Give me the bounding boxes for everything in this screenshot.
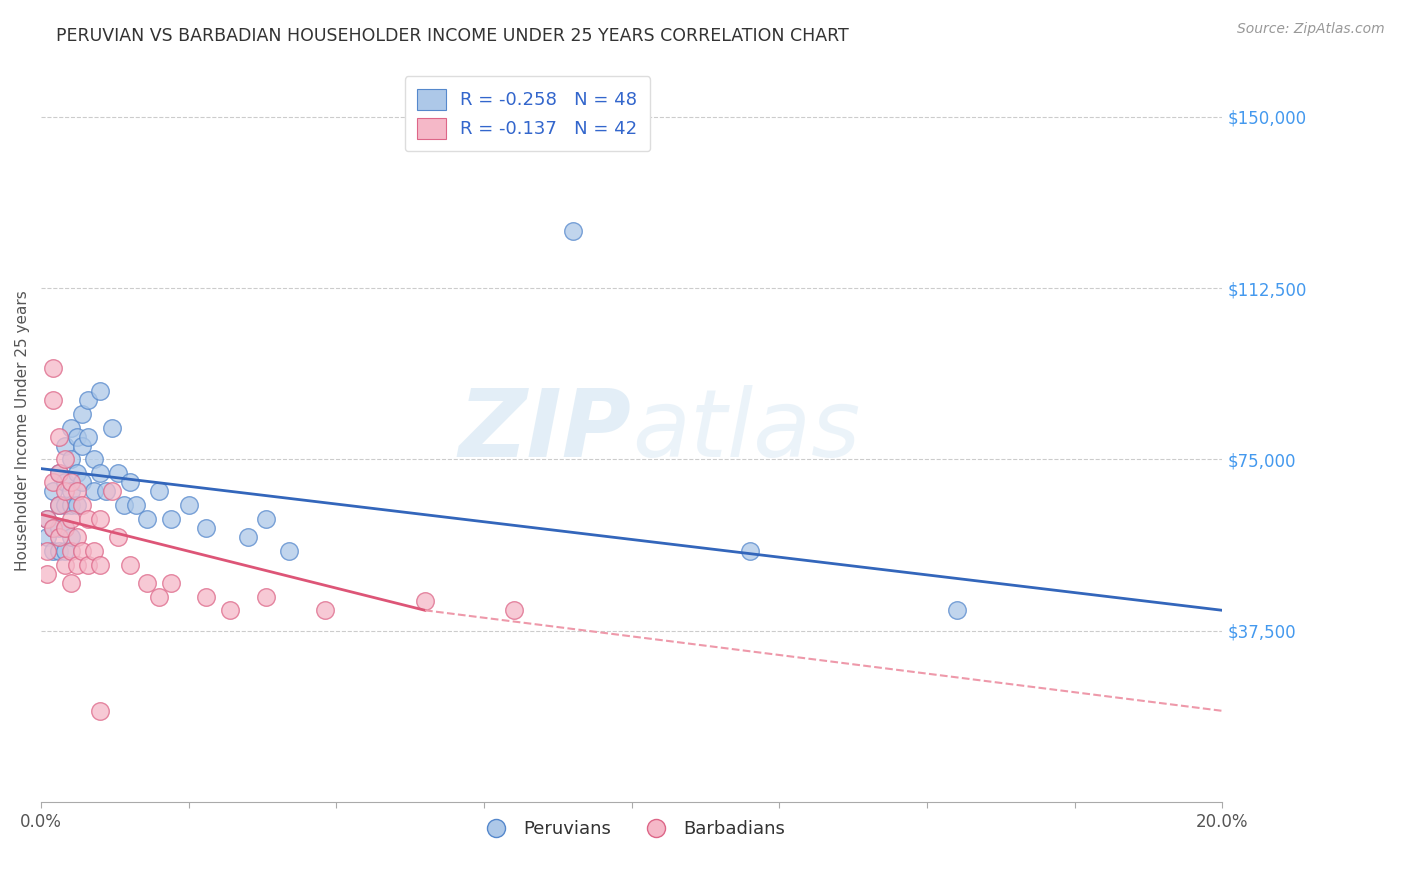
Point — [59, 575, 82, 590]
Point — [101, 484, 124, 499]
Point — [89, 467, 111, 481]
Point — [59, 512, 82, 526]
Point — [53, 521, 76, 535]
Point — [160, 512, 183, 526]
Point — [148, 484, 170, 499]
Text: ZIP: ZIP — [458, 385, 631, 477]
Point — [42, 361, 65, 376]
Legend: Peruvians, Barbadians: Peruvians, Barbadians — [471, 813, 793, 846]
Point — [65, 467, 87, 481]
Point — [48, 430, 70, 444]
Point — [72, 439, 94, 453]
Point — [53, 521, 76, 535]
Point — [77, 512, 100, 526]
Y-axis label: Householder Income Under 25 years: Householder Income Under 25 years — [15, 291, 30, 571]
Point — [35, 544, 58, 558]
Point — [107, 530, 129, 544]
Point — [48, 544, 70, 558]
Point — [945, 603, 967, 617]
Point — [35, 512, 58, 526]
Point — [94, 484, 117, 499]
Point — [53, 544, 76, 558]
Point — [53, 558, 76, 572]
Point — [72, 407, 94, 421]
Point — [77, 558, 100, 572]
Point — [65, 558, 87, 572]
Point — [136, 575, 159, 590]
Point — [254, 590, 277, 604]
Point — [89, 704, 111, 718]
Point — [48, 521, 70, 535]
Text: PERUVIAN VS BARBADIAN HOUSEHOLDER INCOME UNDER 25 YEARS CORRELATION CHART: PERUVIAN VS BARBADIAN HOUSEHOLDER INCOME… — [56, 27, 849, 45]
Point — [77, 430, 100, 444]
Point — [48, 467, 70, 481]
Point — [148, 590, 170, 604]
Point — [561, 224, 583, 238]
Point — [72, 498, 94, 512]
Point — [42, 521, 65, 535]
Point — [72, 475, 94, 490]
Point — [738, 544, 761, 558]
Point — [101, 420, 124, 434]
Point — [53, 452, 76, 467]
Text: atlas: atlas — [631, 385, 860, 476]
Point — [77, 393, 100, 408]
Point — [53, 498, 76, 512]
Point — [89, 384, 111, 398]
Point — [83, 452, 105, 467]
Point — [413, 594, 436, 608]
Text: Source: ZipAtlas.com: Source: ZipAtlas.com — [1237, 22, 1385, 37]
Point — [195, 590, 218, 604]
Point — [118, 558, 141, 572]
Point — [48, 498, 70, 512]
Point — [254, 512, 277, 526]
Point — [53, 439, 76, 453]
Point — [89, 512, 111, 526]
Point — [219, 603, 242, 617]
Point — [83, 484, 105, 499]
Point — [59, 475, 82, 490]
Point — [195, 521, 218, 535]
Point — [53, 484, 76, 499]
Point — [59, 484, 82, 499]
Point — [236, 530, 259, 544]
Point — [83, 544, 105, 558]
Point — [42, 393, 65, 408]
Point — [118, 475, 141, 490]
Point — [160, 575, 183, 590]
Point — [59, 498, 82, 512]
Point — [72, 544, 94, 558]
Point — [59, 452, 82, 467]
Point — [124, 498, 146, 512]
Point — [48, 498, 70, 512]
Point — [48, 530, 70, 544]
Point — [35, 530, 58, 544]
Point — [35, 512, 58, 526]
Point — [42, 544, 65, 558]
Point — [112, 498, 135, 512]
Point — [53, 475, 76, 490]
Point — [278, 544, 301, 558]
Point — [48, 467, 70, 481]
Point — [136, 512, 159, 526]
Point — [89, 558, 111, 572]
Point — [42, 521, 65, 535]
Point — [177, 498, 200, 512]
Point — [65, 430, 87, 444]
Point — [65, 498, 87, 512]
Point — [59, 530, 82, 544]
Point — [59, 544, 82, 558]
Point — [42, 475, 65, 490]
Point — [65, 484, 87, 499]
Point — [42, 484, 65, 499]
Point — [502, 603, 524, 617]
Point — [35, 566, 58, 581]
Point — [65, 530, 87, 544]
Point — [314, 603, 336, 617]
Point — [59, 420, 82, 434]
Point — [107, 467, 129, 481]
